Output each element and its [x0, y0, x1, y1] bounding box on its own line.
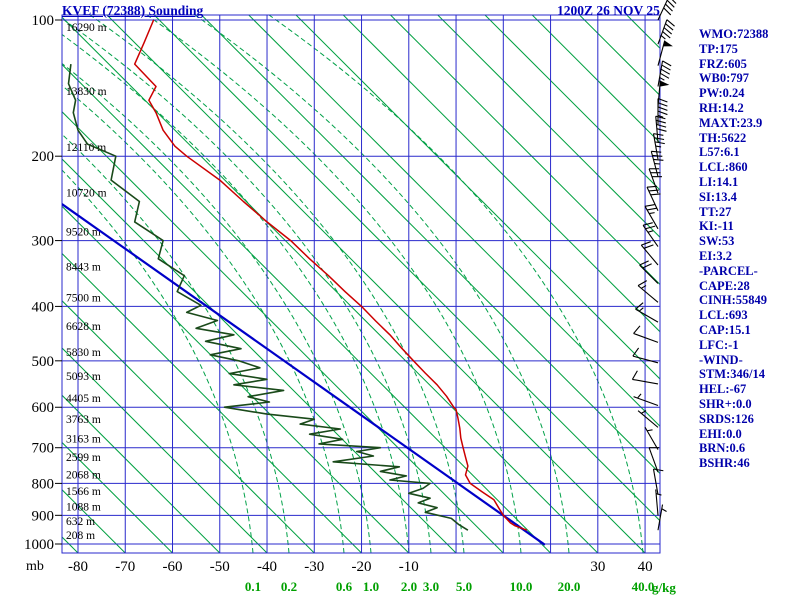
mixing-ratio-labels: 0.1 0.2 0.6 1.0 2.0 3.0 5.0 10.0 20.0 40.0: [245, 579, 655, 594]
pressure-labels: 100 200 300 400 500 600 700 800 900 1000: [24, 13, 54, 553]
height-label: 7500 m: [66, 292, 101, 304]
stat-line: TT:27: [699, 204, 732, 219]
temp-label: -40: [257, 559, 277, 575]
pressure-label: 200: [32, 149, 55, 165]
height-label: 5093 m: [66, 371, 101, 383]
temp-label: -60: [163, 559, 183, 575]
temp-label: -80: [68, 559, 88, 575]
height-label: 16290 m: [66, 22, 107, 34]
temp-label: -30: [304, 559, 324, 575]
mixing-ratio-label: 3.0: [423, 579, 439, 594]
stat-line: HEL:-67: [699, 382, 747, 397]
stat-line: CINH:55849: [699, 293, 768, 308]
pressure-label: 900: [32, 508, 55, 524]
stat-line: CAPE:28: [699, 278, 750, 293]
stat-line: BRN:0.6: [699, 441, 746, 456]
stat-line: PW:0.24: [699, 86, 745, 101]
height-label: 632 m: [66, 516, 95, 528]
height-label: 1088 m: [66, 501, 101, 513]
stat-line: CAP:15.1: [699, 322, 751, 337]
temp-label: -70: [115, 559, 135, 575]
mixing-ratio-label: 0.1: [245, 579, 261, 594]
stat-line: WMO:72388: [699, 27, 769, 41]
mixing-ratio-label: 0.2: [281, 579, 297, 594]
mixing-ratio-label: 0.6: [336, 579, 353, 594]
stat-line: LCL:860: [699, 160, 748, 175]
height-label: 3163 m: [66, 434, 101, 446]
stat-line: MAXT:23.9: [699, 115, 763, 130]
pressure-label: 500: [32, 354, 55, 370]
stat-line: -WIND-: [699, 352, 743, 367]
pressure-label: 800: [32, 476, 55, 492]
height-label: 4405 m: [66, 393, 101, 405]
pressure-unit-label: mb: [26, 559, 44, 574]
height-label: 2068 m: [66, 469, 101, 481]
mixing-ratio-label: 10.0: [510, 579, 533, 594]
stat-line: LCL:693: [699, 308, 748, 323]
height-labels: 16290 m 13830 m 12110 m 10720 m 9520 m 8443 m…: [66, 22, 107, 542]
height-label: 2599 m: [66, 452, 101, 464]
pressure-label: 400: [32, 299, 55, 315]
mixing-ratio-label: 40.0: [632, 579, 655, 594]
height-label: 10720 m: [66, 187, 107, 199]
temp-axis-labels: -80 -70 -60 -50 -40 -30 -20 -10 30 40: [68, 559, 653, 575]
temperature-trace: [133, 19, 528, 531]
temp-label: 30: [590, 559, 605, 575]
stat-line: L57:6.1: [699, 145, 740, 160]
stat-line: STM:346/14: [699, 367, 765, 382]
temp-label: -10: [399, 559, 419, 575]
stat-line: SI:13.4: [699, 189, 737, 204]
stat-line: SHR+:0.0: [699, 396, 752, 411]
wind-barbs: [631, 0, 677, 531]
plot-border: [61, 14, 661, 554]
chart-datetime: 1200Z 26 NOV 25: [557, 3, 660, 18]
pressure-label: 600: [32, 400, 55, 416]
dewpoint-trace: [67, 64, 469, 531]
mixing-ratio-label: 20.0: [558, 579, 581, 594]
pressure-label: 1000: [24, 537, 54, 553]
stat-line: -PARCEL-: [699, 263, 758, 278]
mixing-ratio-label: 5.0: [456, 579, 472, 594]
stat-line: RH:14.2: [699, 100, 744, 115]
mixing-ratio-lines: [62, 15, 644, 553]
temp-label: -20: [352, 559, 372, 575]
temp-label: -50: [210, 559, 230, 575]
height-label: 8443 m: [66, 262, 101, 274]
stat-line: EHI:0.0: [699, 426, 742, 441]
temperature-grid: [77, 15, 646, 553]
stat-line: EI:3.2: [699, 248, 732, 263]
stat-line: TH:5622: [699, 130, 747, 145]
stat-line: SRDS:126: [699, 411, 754, 426]
mixing-ratio-unit-label: g/kg: [652, 580, 676, 595]
height-label: 9520 m: [66, 227, 101, 239]
stat-line: TP:175: [699, 41, 738, 56]
pressure-label: 300: [32, 234, 55, 250]
height-label: 3763 m: [66, 414, 101, 426]
pressure-label: 100: [32, 13, 55, 29]
stat-line: SW:53: [699, 234, 735, 249]
pressure-label: 700: [32, 441, 55, 457]
mixing-ratio-label: 2.0: [401, 579, 417, 594]
stat-line: BSHR:46: [699, 456, 750, 471]
stat-line: LFC:-1: [699, 337, 739, 352]
mixing-ratio-label: 1.0: [363, 579, 379, 594]
isotherm-lines: [62, 15, 660, 553]
pressure-ticks: [55, 19, 62, 545]
stat-line: LI:14.1: [699, 174, 739, 189]
height-label: 12110 m: [66, 142, 106, 154]
height-label: 6628 m: [66, 321, 101, 333]
stat-line: FRZ:605: [699, 56, 747, 71]
stat-line: WB0:797: [699, 71, 749, 86]
temp-label: 40: [638, 559, 653, 575]
stat-line: KI:-11: [699, 219, 734, 234]
height-label: 1566 m: [66, 486, 101, 498]
height-label: 208 m: [66, 530, 95, 542]
chart-title: KVEF (72388) Sounding: [62, 3, 204, 18]
stats-panel: WMO:72388 TP:175 FRZ:605 WB0:797 PW:0.24 RH:1…: [699, 27, 768, 471]
height-label: 5830 m: [66, 347, 101, 359]
parcel-line: [62, 203, 546, 546]
height-label: 13830 m: [66, 86, 107, 98]
